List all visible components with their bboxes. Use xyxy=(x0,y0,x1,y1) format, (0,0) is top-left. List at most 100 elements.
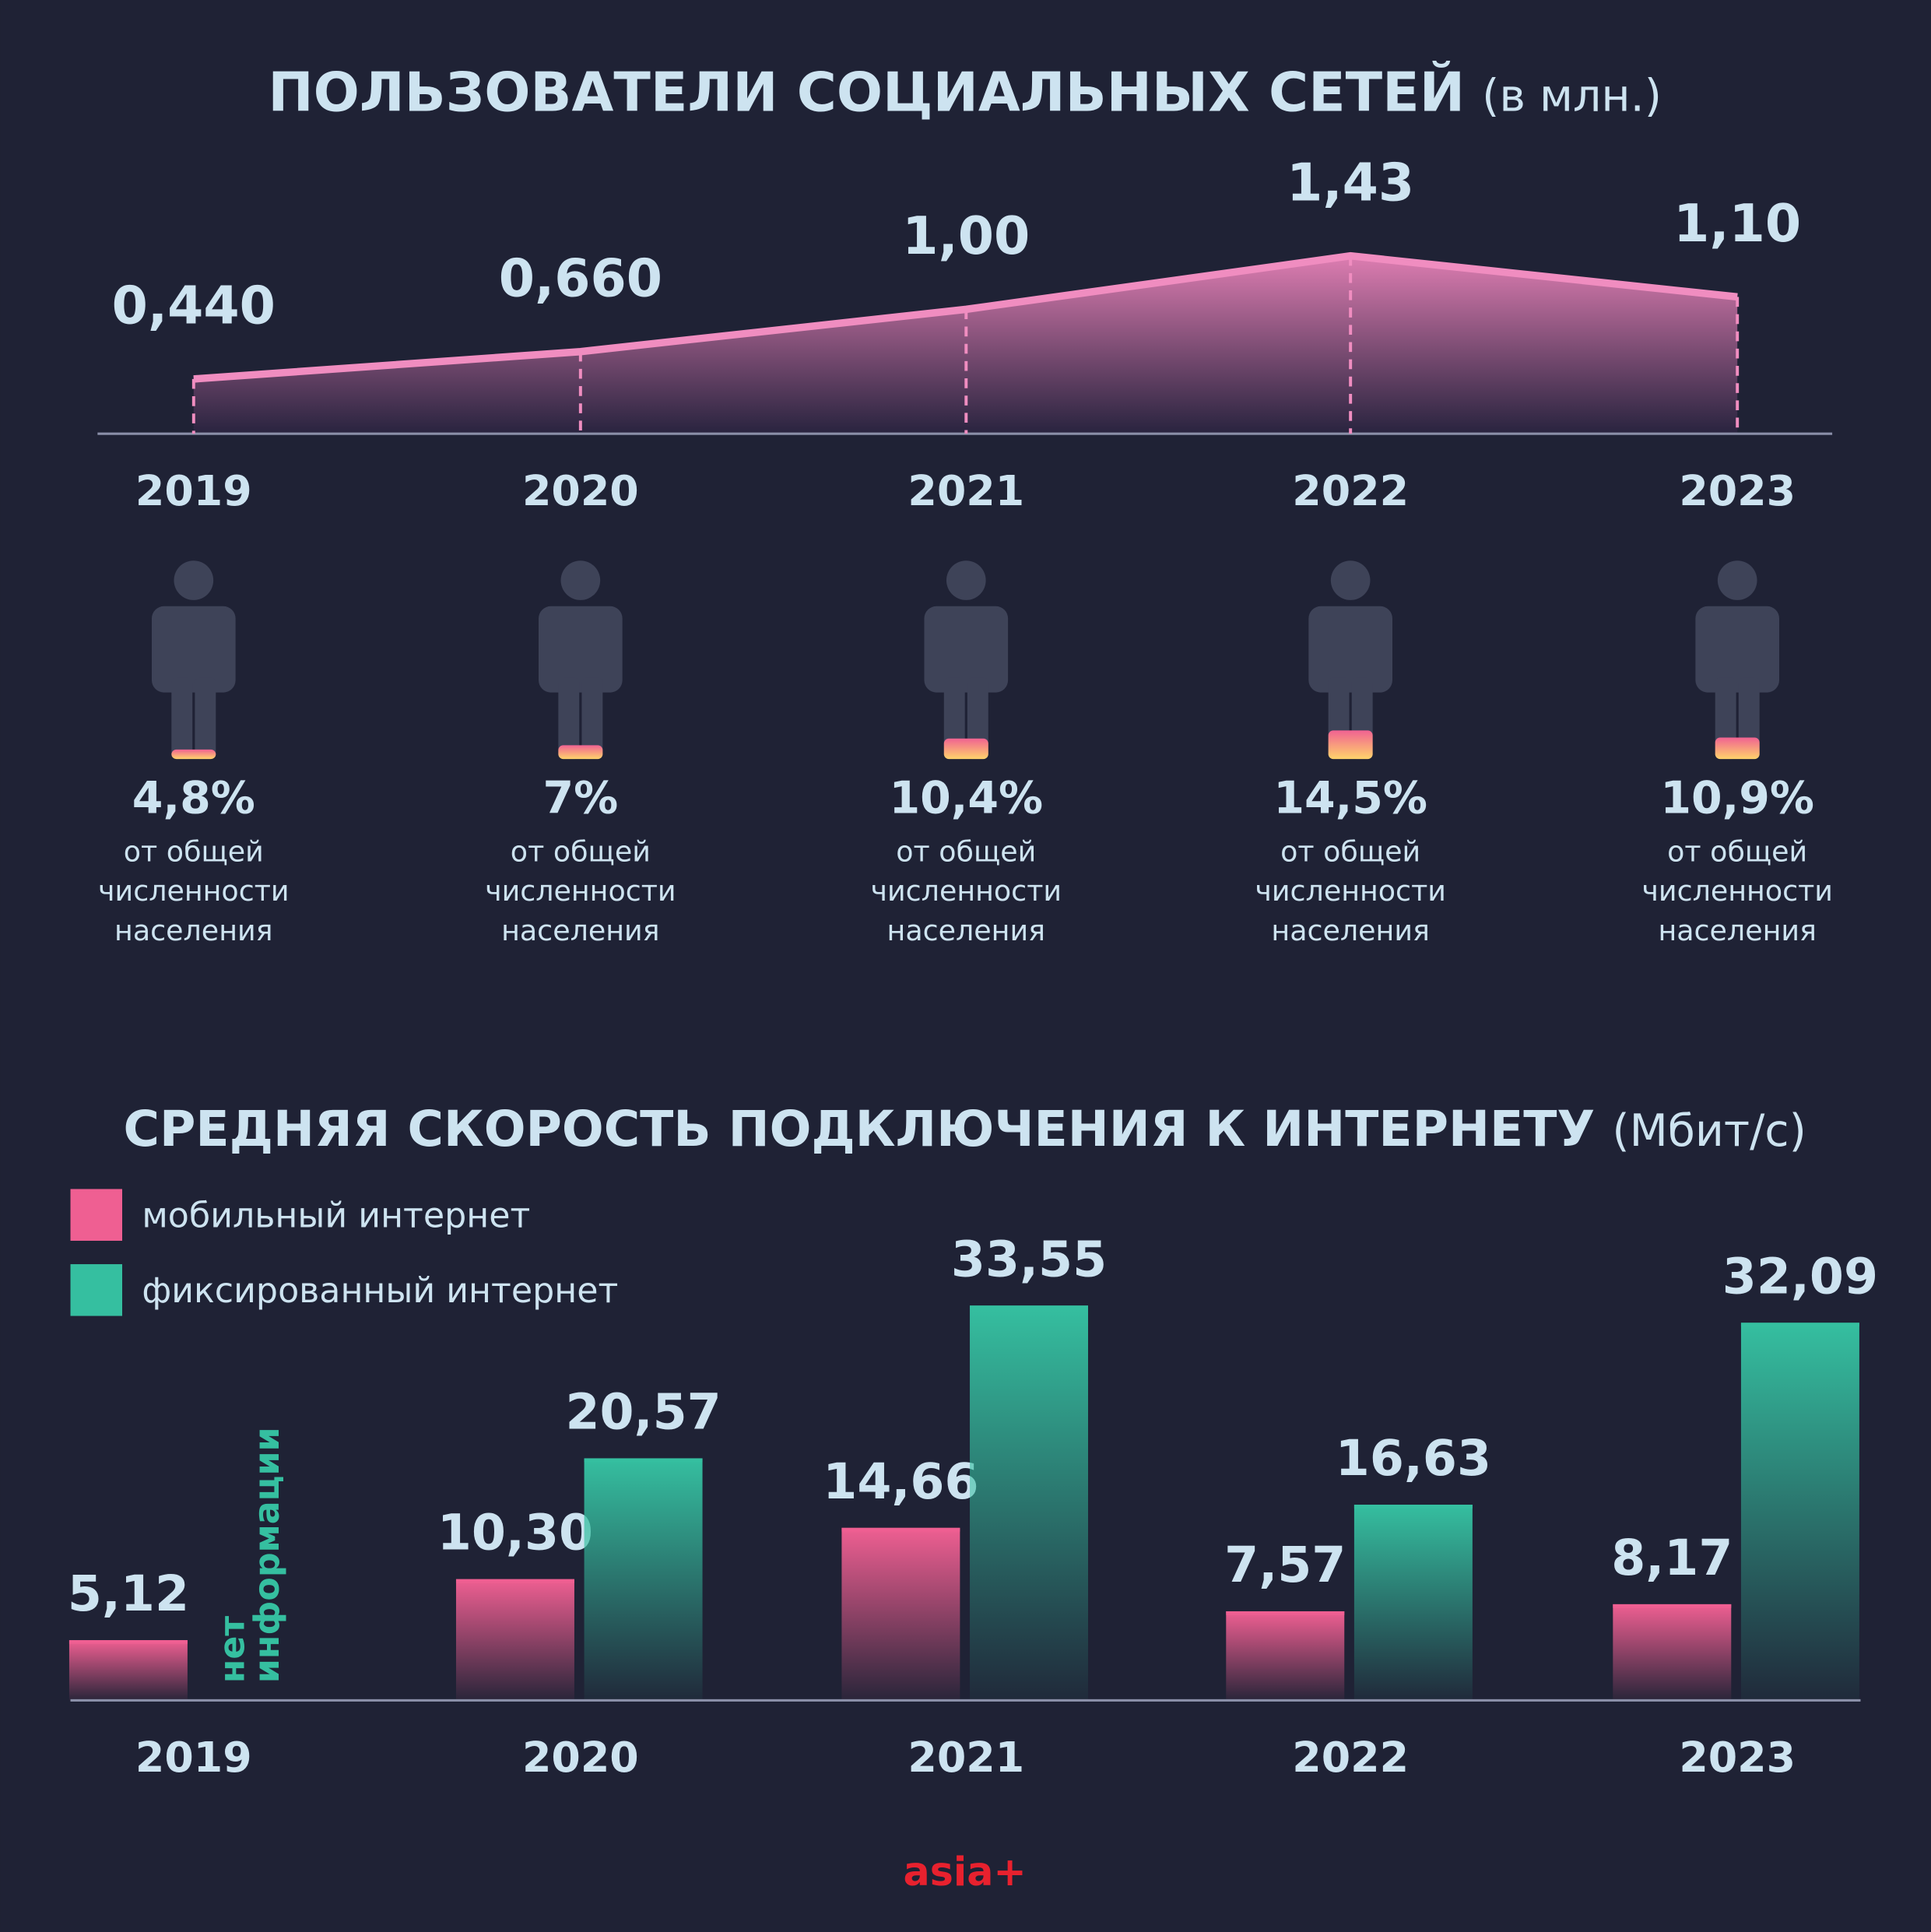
icon-head xyxy=(560,560,601,600)
caption: численности xyxy=(485,874,676,908)
percent-fill xyxy=(1715,737,1760,760)
bar xyxy=(455,1579,574,1701)
icon-leg xyxy=(581,677,603,760)
icon-head xyxy=(946,560,986,600)
title: СРЕДНЯЯ СКОРОСТЬ ПОДКЛЮЧЕНИЯ К ИНТЕРНЕТУ… xyxy=(124,1100,1806,1157)
caption: от общей xyxy=(1667,834,1807,868)
percent-fill xyxy=(558,745,603,760)
x-tick-label: 2022 xyxy=(1292,1733,1409,1782)
bar-cap xyxy=(1353,1505,1473,1509)
caption: населения xyxy=(1271,914,1429,947)
value-label: 1,10 xyxy=(1673,193,1801,254)
value-label: 10,30 xyxy=(437,1504,593,1561)
icon-body xyxy=(539,606,623,693)
caption: от общей xyxy=(511,834,651,868)
bar-cap xyxy=(1226,1611,1345,1615)
title-main: ПОЛЬЗОВАТЕЛИ СОЦИАЛЬНЫХ СЕТЕЙ xyxy=(268,60,1465,124)
caption: населения xyxy=(1658,914,1816,947)
x-tick-label: 2022 xyxy=(1292,466,1409,515)
caption: населения xyxy=(501,914,659,947)
bar xyxy=(1740,1323,1859,1701)
bar-cap xyxy=(1740,1323,1859,1327)
caption: численности xyxy=(98,874,290,908)
caption: от общей xyxy=(1280,834,1420,868)
person-icon xyxy=(924,560,1009,760)
x-tick-label: 2023 xyxy=(1679,466,1796,515)
value-label: 33,55 xyxy=(951,1230,1107,1287)
title-main: СРЕДНЯЯ СКОРОСТЬ ПОДКЛЮЧЕНИЯ К ИНТЕРНЕТУ xyxy=(124,1100,1596,1157)
value-label: 1,00 xyxy=(902,205,1030,266)
legend-swatch xyxy=(70,1264,122,1316)
title-unit: (Мбит/с) xyxy=(1612,1105,1806,1157)
bar xyxy=(970,1305,1088,1701)
x-tick-label: 2023 xyxy=(1679,1733,1796,1782)
x-tick-label: 2021 xyxy=(908,1733,1024,1782)
percent-label: 14,5% xyxy=(1273,773,1427,824)
caption: численности xyxy=(1641,874,1833,908)
icon-leg xyxy=(195,677,216,760)
icon-head xyxy=(1330,560,1371,600)
percent-fill xyxy=(1328,730,1373,760)
x-tick-label: 2019 xyxy=(135,466,252,515)
bar-cap xyxy=(68,1640,188,1644)
annotation: нет xyxy=(213,1616,253,1684)
icon-body xyxy=(924,606,1009,693)
percent-fill xyxy=(943,738,988,760)
bar xyxy=(1226,1611,1345,1701)
value-label: 14,66 xyxy=(823,1453,978,1510)
bar xyxy=(1353,1505,1473,1701)
brand-logo: asia+ xyxy=(904,1849,1027,1895)
percent-label: 4,8% xyxy=(132,773,255,824)
bar-cap xyxy=(841,1527,960,1532)
person-icon xyxy=(151,560,236,760)
bar xyxy=(68,1640,188,1701)
caption: населения xyxy=(887,914,1045,947)
icon-body xyxy=(1308,606,1392,693)
value-label: 0,660 xyxy=(499,248,662,308)
bar-cap xyxy=(584,1458,703,1463)
value-label: 0,440 xyxy=(112,276,276,336)
person-icon xyxy=(539,560,623,760)
icon-head xyxy=(174,560,214,600)
value-label: 8,17 xyxy=(1611,1529,1733,1586)
caption: численности xyxy=(871,874,1062,908)
x-tick-label: 2020 xyxy=(522,466,639,515)
legend-label: мобильный интернет xyxy=(142,1196,530,1236)
caption: населения xyxy=(114,914,272,947)
value-label: 7,57 xyxy=(1224,1536,1346,1593)
icon-leg xyxy=(558,677,580,760)
legend-swatch xyxy=(70,1189,122,1241)
value-label: 5,12 xyxy=(68,1565,189,1622)
caption: от общей xyxy=(896,834,1036,868)
x-tick-label: 2020 xyxy=(522,1733,639,1782)
title: ПОЛЬЗОВАТЕЛИ СОЦИАЛЬНЫХ СЕТЕЙ (в млн.) xyxy=(268,60,1662,124)
bar-cap xyxy=(1613,1604,1732,1608)
icon-head xyxy=(1717,560,1757,600)
value-label: 20,57 xyxy=(565,1382,721,1440)
title-unit: (в млн.) xyxy=(1482,70,1662,121)
value-label: 32,09 xyxy=(1722,1247,1878,1305)
percent-label: 7% xyxy=(542,773,618,824)
value-label: 1,43 xyxy=(1287,152,1414,213)
percent-label: 10,4% xyxy=(889,773,1043,824)
bar xyxy=(1613,1604,1732,1701)
percent-fill xyxy=(171,749,216,760)
caption: численности xyxy=(1255,874,1446,908)
legend-label: фиксированный интернет xyxy=(142,1271,618,1311)
bar xyxy=(584,1458,703,1701)
bar-cap xyxy=(970,1305,1088,1309)
annotation: информации xyxy=(248,1427,287,1683)
x-tick-label: 2019 xyxy=(135,1733,252,1782)
bar-cap xyxy=(455,1579,574,1583)
icon-body xyxy=(1695,606,1780,693)
icon-body xyxy=(151,606,236,693)
percent-label: 10,9% xyxy=(1660,773,1814,824)
value-label: 16,63 xyxy=(1336,1429,1491,1487)
x-tick-label: 2021 xyxy=(908,466,1024,515)
bar xyxy=(841,1527,960,1701)
caption: от общей xyxy=(124,834,264,868)
icon-leg xyxy=(171,677,193,760)
